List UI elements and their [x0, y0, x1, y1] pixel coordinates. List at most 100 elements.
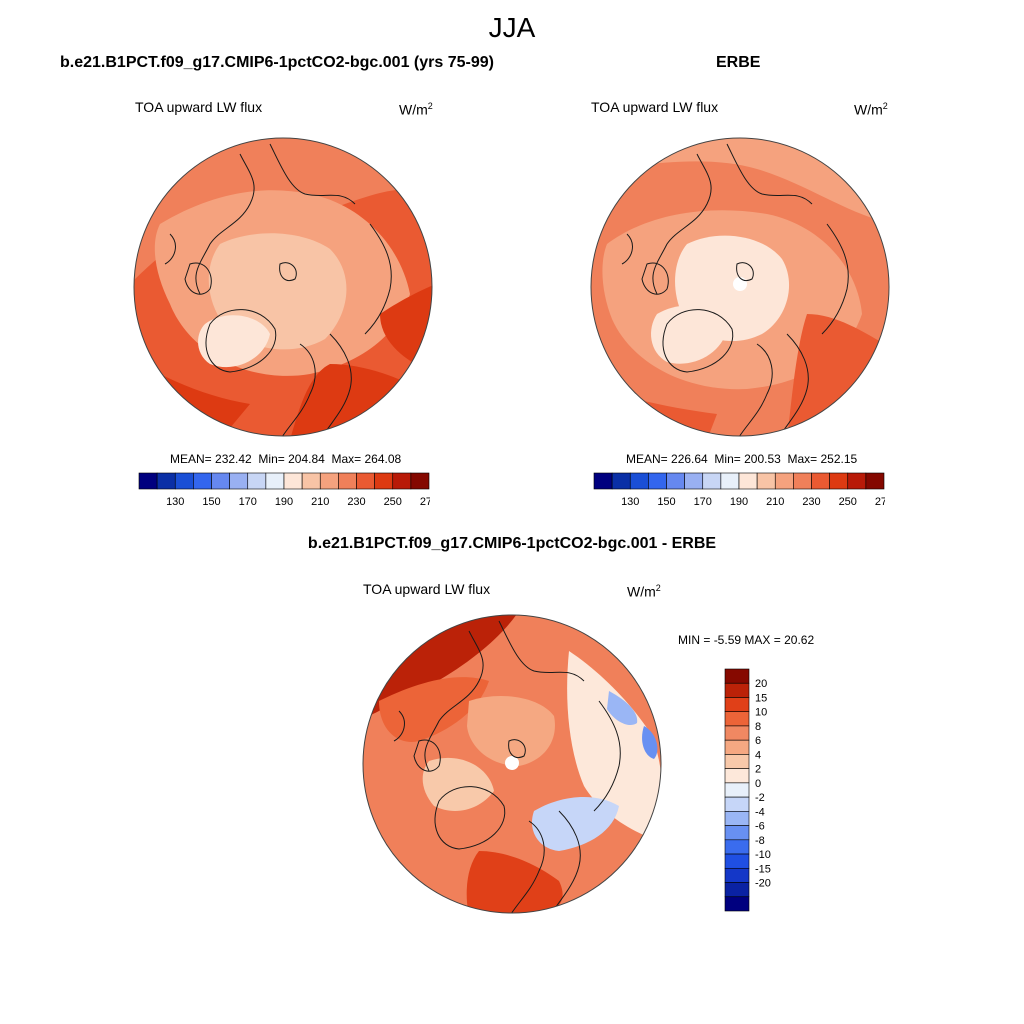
obs-colorbar-box — [666, 472, 685, 490]
model-colorbar-box — [211, 472, 230, 490]
obs-colorbar-tick-label: 150 — [657, 496, 675, 508]
obs-colorbar-tick-label: 270 — [875, 496, 885, 508]
model-variable-label: TOA upward LW flux — [135, 99, 263, 115]
diff-colorbar-box — [724, 739, 750, 755]
diff-colorbar-box — [724, 882, 750, 898]
diff-polar-map — [362, 614, 662, 914]
obs-colorbar-box — [811, 472, 830, 490]
obs-colorbar-ticks: 130 150 170 190 210 230 250 270 — [621, 496, 885, 508]
obs-stats: MEAN= 226.64 Min= 200.53 Max= 252.15 — [626, 452, 866, 466]
diff-min-label: MIN = — [678, 633, 711, 647]
obs-colorbar-box — [738, 472, 758, 490]
model-colorbar-box — [283, 472, 303, 490]
model-min-value: 204.84 — [288, 452, 325, 466]
model-case-title: b.e21.B1PCT.f09_g17.CMIP6-1pctCO2-bgc.00… — [60, 54, 494, 71]
obs-colorbar-box — [684, 472, 704, 490]
obs-colorbar-box — [865, 472, 885, 490]
model-colorbar-tick-label: 190 — [275, 496, 293, 508]
model-colorbar-tick-label: 250 — [384, 496, 402, 508]
diff-colorbar-box — [724, 754, 750, 769]
model-max-value: 264.08 — [364, 452, 402, 466]
diff-max-value: 20.62 — [784, 633, 815, 647]
model-mean-label: MEAN= — [170, 452, 212, 466]
model-colorbar-tick-label: 210 — [311, 496, 329, 508]
diff-colorbar-box — [724, 697, 750, 713]
diff-stats: MIN = -5.59 MAX = 20.62 — [678, 633, 814, 647]
diff-colorbar-tick-label: 20 — [755, 678, 767, 690]
diff-region-east-cool-2 — [642, 726, 658, 759]
diff-min-value: -5.59 — [713, 633, 742, 647]
diff-colorbar-box — [724, 682, 750, 698]
model-colorbar-box — [319, 472, 339, 490]
model-colorbar-box — [265, 472, 285, 490]
diff-colorbar-box — [724, 825, 750, 841]
diff-colorbar-box — [724, 711, 750, 727]
diff-colorbar-tick-label: -8 — [755, 835, 765, 847]
obs-colorbar-box — [793, 472, 812, 490]
diff-region-south-warm — [466, 851, 563, 913]
diff-colorbar-box — [724, 668, 750, 684]
diff-region-northwest-warm — [379, 677, 489, 742]
obs-colorbar-tick-label: 170 — [694, 496, 712, 508]
model-colorbar-box — [410, 472, 430, 490]
diff-colorbar-tick-label: 15 — [755, 692, 767, 704]
model-min-label: Min= — [258, 452, 285, 466]
diff-colorbar-tick-label: -4 — [755, 806, 765, 818]
obs-units: W/m2 — [854, 101, 888, 118]
model-polar-map — [133, 137, 433, 437]
model-colorbar-box — [374, 472, 394, 490]
obs-colorbar-tick-label: 190 — [730, 496, 748, 508]
diff-units: W/m2 — [627, 583, 661, 600]
obs-units-exp: 2 — [882, 101, 888, 111]
diff-colorbar-tick-label: 6 — [755, 735, 761, 747]
model-map-border — [133, 137, 433, 437]
diff-variable-label: TOA upward LW flux — [363, 581, 491, 597]
model-max-label: Max= — [331, 452, 362, 466]
model-colorbar-box — [229, 472, 249, 490]
model-colorbar-box — [356, 472, 375, 490]
diff-colorbar-tick-label: -15 — [755, 863, 771, 875]
obs-colorbar-tick-label: 250 — [839, 496, 857, 508]
model-colorbar-boxes — [138, 472, 430, 490]
model-colorbar-ticks: 130 150 170 190 210 230 250 270 — [166, 496, 430, 508]
diff-units-base: W/m — [627, 583, 656, 600]
model-region-greenland — [198, 315, 270, 368]
model-colorbar: 130 150 170 190 210 230 250 270 — [138, 472, 430, 508]
diff-map-border — [362, 614, 662, 914]
diff-colorbar-tick-label: -10 — [755, 849, 771, 861]
obs-colorbar-box — [720, 472, 740, 490]
model-colorbar-tick-label: 270 — [420, 496, 430, 508]
obs-colorbar-box — [629, 472, 649, 490]
obs-coastlines — [621, 143, 849, 436]
model-colorbar-box — [138, 472, 158, 490]
obs-mean-value: 226.64 — [671, 452, 708, 466]
diff-colorbar-box — [724, 782, 750, 798]
diff-colorbar-tick-label: 2 — [755, 764, 761, 776]
diff-colorbar-tick-label: 4 — [755, 749, 761, 761]
diff-colorbar-box — [724, 867, 750, 883]
model-stats: MEAN= 232.42 Min= 204.84 Max= 264.08 — [170, 452, 410, 466]
obs-units-base: W/m — [854, 101, 883, 118]
obs-colorbar: 130 150 170 190 210 230 250 270 — [593, 472, 885, 508]
diff-colorbar-box — [724, 853, 750, 869]
model-units: W/m2 — [399, 101, 433, 118]
diff-colorbar-tick-label: 8 — [755, 721, 761, 733]
diff-colorbar-tick-label: -2 — [755, 792, 765, 804]
obs-polar-map — [590, 137, 890, 437]
diff-colorbar-box — [724, 796, 750, 812]
model-coastlines — [164, 143, 392, 436]
diff-colorbar-tick-label: -6 — [755, 821, 765, 833]
diff-colorbar-boxes — [724, 668, 750, 912]
obs-max-label: Max= — [787, 452, 818, 466]
diff-coastlines — [393, 620, 621, 913]
model-colorbar-box — [193, 472, 212, 490]
obs-colorbar-box — [847, 472, 867, 490]
obs-missing-pole — [733, 277, 747, 291]
diff-region-south-cool — [531, 796, 619, 851]
diff-max-label: MAX = — [744, 633, 781, 647]
obs-min-value: 200.53 — [744, 452, 781, 466]
model-colorbar-box — [392, 472, 412, 490]
obs-colorbar-boxes — [593, 472, 885, 490]
model-colorbar-box — [174, 472, 194, 490]
